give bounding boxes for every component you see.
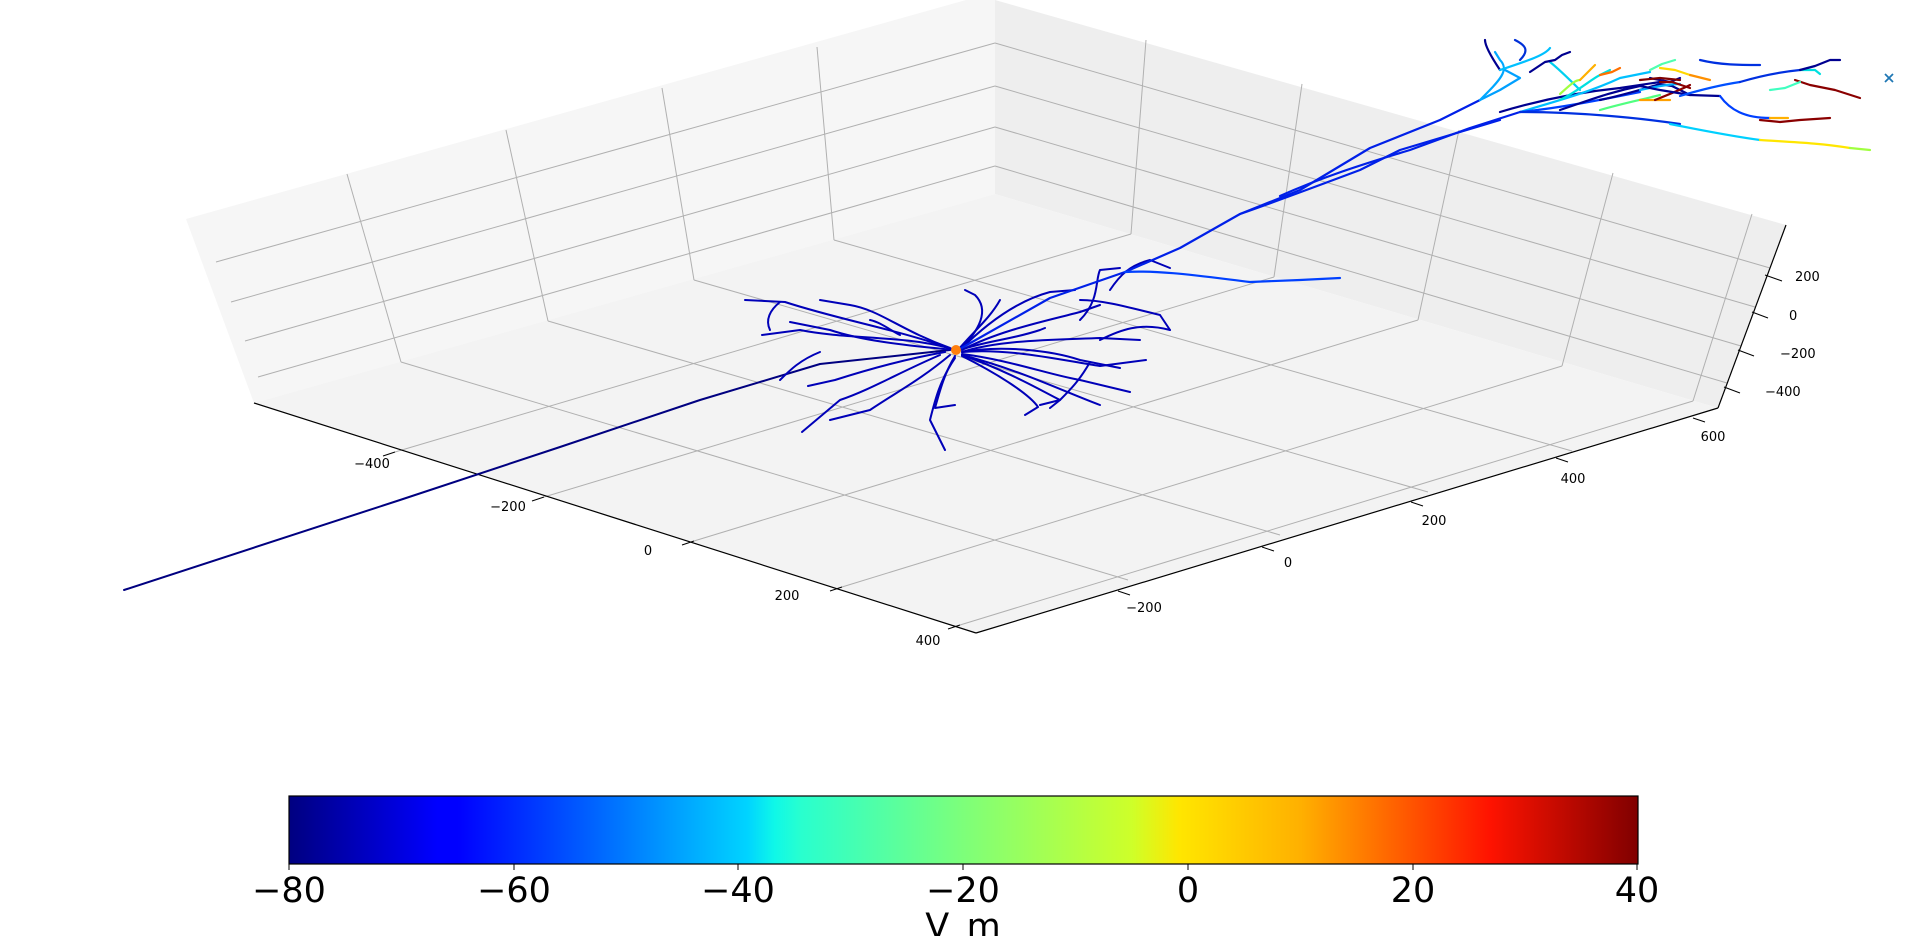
z-tick-label: −400 bbox=[1765, 385, 1801, 400]
axon-segment bbox=[123, 349, 951, 591]
z-tick-label: 0 bbox=[1789, 309, 1797, 324]
z-axis-tick-labels: −400 −200 0 200 bbox=[1765, 270, 1820, 400]
y-axis-ticks bbox=[1117, 417, 1706, 596]
z-axis-ticks bbox=[1723, 274, 1783, 394]
colorbar-ticks bbox=[288, 864, 1638, 870]
z-tick-label: −200 bbox=[1780, 347, 1816, 362]
colorbar-tick-label: −20 bbox=[926, 871, 1000, 911]
colorbar: −80 −60 −40 −20 0 20 40 V_m bbox=[252, 795, 1659, 936]
x-marker-icon bbox=[1884, 73, 1894, 83]
neuron-morphology bbox=[123, 38, 1872, 591]
colorbar-tick-label: −80 bbox=[252, 871, 326, 911]
colorbar-tick-label: 40 bbox=[1615, 871, 1660, 911]
x-tick-label: −200 bbox=[490, 500, 526, 515]
axis-lines bbox=[253, 224, 1787, 634]
basal-dendrites bbox=[744, 259, 1171, 451]
y-axis-tick-labels: −200 0 200 400 600 bbox=[1126, 430, 1725, 616]
y-tick-label: 400 bbox=[1561, 472, 1586, 487]
grid-lines bbox=[215, 39, 1771, 626]
axes-3d: −400 −200 0 200 400 −200 0 200 400 600 bbox=[186, 0, 1820, 649]
z-tick-label: 200 bbox=[1795, 270, 1820, 285]
colorbar-tick-label: −40 bbox=[701, 871, 775, 911]
y-tick-label: −200 bbox=[1126, 601, 1162, 616]
x-axis-line bbox=[253, 402, 977, 634]
x-axis-ticks bbox=[382, 451, 961, 630]
pane-back-wall bbox=[995, 0, 1786, 408]
colorbar-gradient bbox=[288, 795, 1639, 865]
y-tick-label: 0 bbox=[1284, 556, 1292, 571]
apical-tuft bbox=[1478, 38, 1872, 152]
apical-trunk bbox=[956, 68, 1522, 352]
colorbar-tick-labels: −80 −60 −40 −20 0 20 40 bbox=[252, 871, 1659, 911]
x-tick-label: 400 bbox=[916, 634, 941, 649]
colorbar-tick-label: −60 bbox=[477, 871, 551, 911]
colorbar-tick-label: 20 bbox=[1391, 871, 1436, 911]
y-axis-line bbox=[975, 407, 1719, 634]
colorbar-title: V_m bbox=[925, 907, 1001, 936]
z-axis-line bbox=[1717, 224, 1787, 409]
x-tick-label: 0 bbox=[644, 544, 652, 559]
x-axis-tick-labels: −400 −200 0 200 400 bbox=[354, 457, 940, 649]
pane-left-wall bbox=[186, 0, 995, 403]
colorbar-tick-label: 0 bbox=[1177, 871, 1199, 911]
pane-floor bbox=[254, 194, 1718, 633]
y-tick-label: 600 bbox=[1701, 430, 1726, 445]
y-tick-label: 200 bbox=[1422, 514, 1447, 529]
soma-marker bbox=[951, 345, 961, 355]
x-tick-label: 200 bbox=[775, 589, 800, 604]
x-tick-label: −400 bbox=[354, 457, 390, 472]
